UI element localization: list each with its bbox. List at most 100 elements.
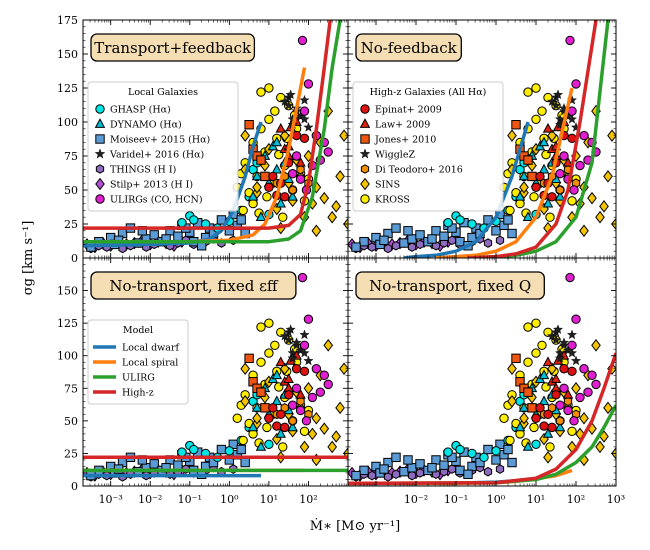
legend-marker-ulirgs-co-hcn	[95, 194, 105, 204]
data-point-things-h-i	[495, 235, 505, 246]
data-point-epinat-2009	[272, 421, 282, 431]
data-point-kross	[531, 348, 541, 358]
data-point-moiseev-2015-h	[507, 228, 517, 239]
data-point-ulirgs-co-hcn	[567, 340, 577, 350]
data-point-ulirgs-co-hcn	[575, 392, 585, 403]
data-point-dynamo-h	[538, 163, 550, 174]
legend-label: Local dwarf	[122, 343, 180, 354]
data-point-ulirgs-co-hcn	[297, 272, 308, 283]
data-point-sins	[339, 129, 348, 142]
data-point-moiseev-2015-h	[415, 459, 425, 469]
data-point-kross	[531, 318, 541, 328]
x-tick-label: 10⁻³	[99, 493, 123, 506]
plot-area	[83, 272, 348, 482]
legend-title: Model	[123, 325, 153, 336]
y-tick-label: 125	[57, 317, 78, 330]
legend-marker-epinat-2009	[360, 104, 370, 114]
legend-marker-varidel-2016-h	[94, 148, 106, 159]
data-point-epinat-2009	[535, 403, 545, 413]
legend-marker-wigglez	[359, 148, 371, 159]
y-tick-label: 100	[57, 116, 78, 129]
data-point-moiseev-2015-h	[173, 231, 183, 241]
data-point-kross	[531, 114, 541, 124]
data-point-things-h-i	[415, 468, 425, 478]
data-point-wigglez	[299, 329, 310, 340]
data-point-sins	[543, 451, 553, 464]
data-point-moiseev-2015-h	[359, 236, 369, 247]
legend-label: Local spiral	[122, 358, 178, 369]
data-point-ulirgs-co-hcn	[303, 314, 314, 324]
data-point-ulirgs-co-hcn	[565, 272, 575, 283]
data-point-ghasp-h	[443, 447, 453, 457]
data-point-ulirgs-co-hcn	[559, 383, 569, 393]
legend-marker-dynamo-h	[94, 118, 106, 128]
data-point-epinat-2009	[299, 133, 310, 144]
data-point-sins	[331, 430, 341, 443]
data-point-kross	[567, 196, 577, 206]
data-point-things-h-i	[447, 235, 457, 246]
plot-area	[348, 272, 616, 486]
y-tick-label: 25	[64, 218, 78, 231]
panel-title-box: No-transport, fixed Q	[355, 271, 545, 300]
data-point-moiseev-2015-h	[427, 463, 437, 473]
data-point-ghasp-h	[177, 447, 187, 457]
model-curve-local-spiral	[435, 87, 574, 258]
data-point-kross	[264, 348, 274, 358]
ticks	[347, 257, 617, 487]
data-point-sins	[507, 362, 517, 376]
data-point-wigglez	[566, 329, 578, 340]
data-point-epinat-2009	[547, 422, 557, 433]
data-point-ulirgs-co-hcn	[311, 364, 322, 374]
data-point-varidel-2016-h	[287, 352, 298, 363]
data-point-epinat-2009	[543, 409, 553, 420]
data-point-epinat-2009	[283, 390, 294, 400]
data-point-things-h-i	[439, 238, 449, 248]
data-point-sins	[319, 191, 330, 205]
data-point-moiseev-2015-h	[467, 461, 477, 472]
data-point-sins	[240, 129, 250, 142]
data-point-moiseev-2015-h	[431, 455, 441, 465]
data-point-kross	[505, 205, 515, 216]
y-tick-label: 175	[57, 14, 78, 27]
data-point-moiseev-2015-h	[240, 457, 250, 468]
data-point-things-h-i	[415, 239, 425, 250]
data-point-sins	[507, 395, 517, 408]
data-point-jones-2010	[523, 387, 533, 397]
x-tick-label: 10¹	[527, 493, 545, 506]
data-point-varidel-2016-h	[291, 337, 302, 348]
data-point-wigglez	[552, 324, 564, 335]
data-point-moiseev-2015-h	[439, 460, 449, 470]
data-point-ulirgs-co-hcn	[299, 106, 310, 116]
data-point-sins	[587, 191, 597, 205]
data-point-sins	[595, 210, 605, 224]
data-point-kross	[529, 192, 539, 202]
data-point-sins	[327, 440, 338, 454]
data-point-wigglez	[299, 94, 310, 105]
data-point-epinat-2009	[539, 421, 549, 431]
panel-title-box: Transport+feedback	[90, 33, 256, 62]
legend-label: Moiseev+ 2015 (Hα)	[110, 135, 210, 146]
plot-area	[83, 20, 348, 254]
data-point-moiseev-2015-h	[407, 463, 417, 473]
data-point-moiseev-2015-h	[403, 226, 413, 236]
data-point-moiseev-2015-h	[455, 465, 465, 476]
data-point-ulirgs-co-hcn	[579, 364, 589, 374]
data-point-ulirgs-co-hcn	[555, 400, 565, 410]
data-point-ghasp-h	[224, 446, 235, 456]
data-point-epinat-2009	[268, 403, 278, 413]
legend-label: Law+ 2009	[375, 120, 430, 131]
data-point-things-h-i	[383, 243, 393, 254]
data-point-things-h-i	[391, 240, 401, 251]
y-tick-label: 125	[57, 82, 78, 95]
data-point-dynamo-h	[538, 136, 550, 147]
data-point-ulirgs-co-hcn	[579, 130, 589, 141]
data-point-kross	[531, 83, 541, 93]
data-point-moiseev-2015-h	[149, 230, 159, 240]
data-point-sins	[519, 411, 529, 425]
data-point-kross	[262, 192, 272, 202]
model-curve-local-dwarf	[403, 121, 530, 258]
panel-title-background	[90, 271, 297, 300]
data-point-ghasp-h	[455, 444, 465, 455]
data-point-things-h-i	[447, 464, 457, 474]
data-point-ulirgs-co-hcn	[287, 168, 298, 179]
